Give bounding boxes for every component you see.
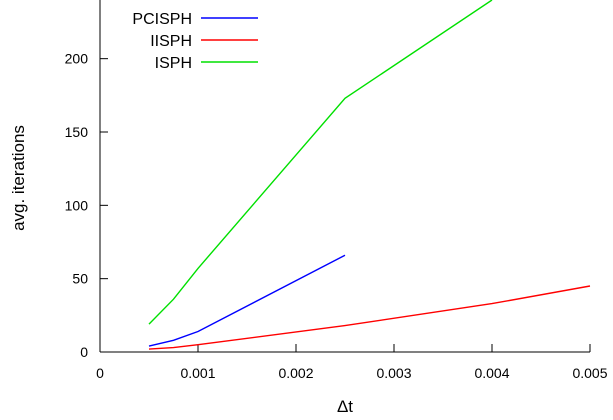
x-tick-label: 0.004 [474, 365, 509, 381]
legend-label: IISPH [150, 33, 192, 50]
x-tick-label: 0 [96, 365, 104, 381]
x-tick-label: 0.001 [180, 365, 215, 381]
legend-label: ISPH [155, 55, 192, 72]
x-tick-label: 0.003 [376, 365, 411, 381]
x-tick-label: 0.005 [572, 365, 607, 381]
y-tick-label: 50 [72, 271, 88, 287]
y-tick-label: 150 [65, 124, 89, 140]
x-tick-label: 0.002 [278, 365, 313, 381]
y-axis-title: avg. iterations [9, 125, 28, 231]
y-tick-label: 0 [80, 344, 88, 360]
series-layer [148, 0, 591, 350]
x-axis-title: Δt [337, 397, 353, 416]
legend-label: PCISPH [132, 11, 192, 28]
series-line-iisph [148, 285, 591, 350]
series-line-isph [148, 0, 493, 325]
y-tick-label: 200 [65, 51, 89, 67]
y-ticks: 0 50 100 150 200 [65, 51, 108, 360]
legend: PCISPH IISPH ISPH [132, 11, 258, 72]
series-line-pcisph [148, 254, 346, 347]
x-ticks: 0 0.001 0.002 0.003 0.004 0.005 [96, 344, 608, 381]
y-tick-label: 100 [65, 197, 89, 213]
